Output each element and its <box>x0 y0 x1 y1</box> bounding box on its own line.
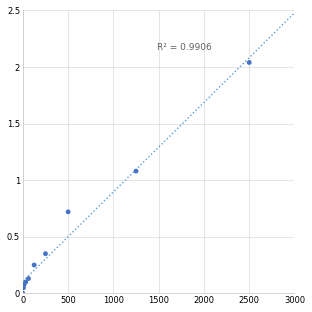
Point <box>20 291 25 296</box>
Point <box>32 262 37 267</box>
Text: R² = 0.9906: R² = 0.9906 <box>157 43 212 52</box>
Point <box>66 209 71 214</box>
Point <box>134 168 139 173</box>
Point <box>43 251 48 256</box>
Point <box>247 60 252 65</box>
Point <box>26 276 31 281</box>
Point <box>22 282 27 287</box>
Point <box>21 285 26 290</box>
Point <box>23 280 28 285</box>
